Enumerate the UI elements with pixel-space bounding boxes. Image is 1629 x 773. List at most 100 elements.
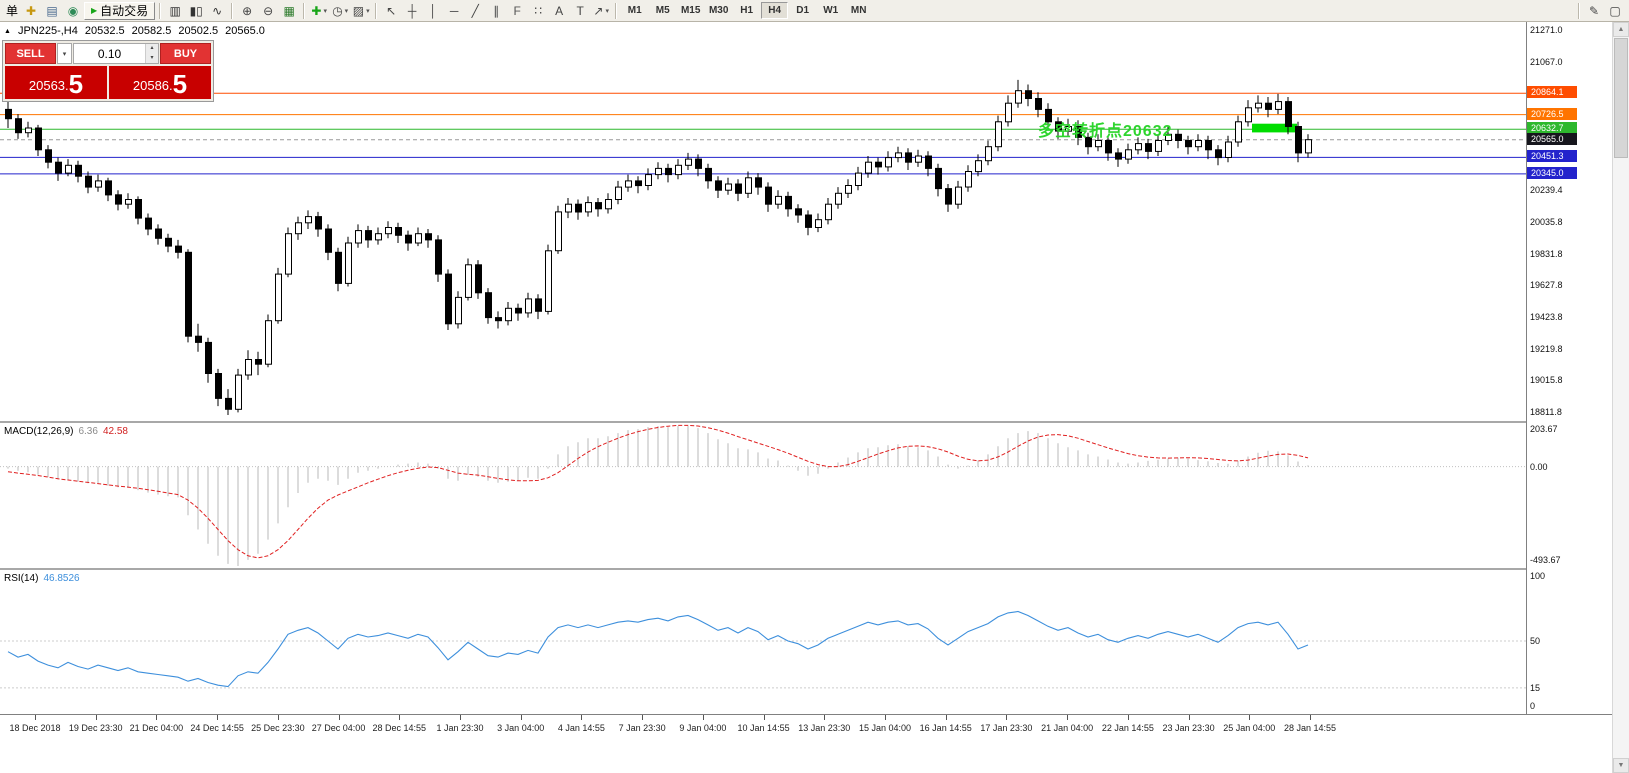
time-tick [581,715,583,720]
scroll-up-button[interactable]: ▲ [1613,22,1629,37]
time-tick-label: 21 Jan 04:00 [1041,723,1094,733]
new-order-icon[interactable]: ✚ [25,3,37,18]
vertical-line-icon[interactable]: │ [429,3,437,18]
bar-chart-icon[interactable]: ▥ [169,3,181,18]
axis-tick-label: 20035.8 [1530,217,1563,227]
chart-window: ▲ JPN225-,H4 20532.5 20582.5 20502.5 205… [0,22,1612,740]
time-tick-label: 9 Jan 04:00 [679,723,727,733]
periods-icon[interactable]: ◷ ▾ [332,3,349,18]
sell-button[interactable]: SELL [5,43,56,64]
time-tick-label: 28 Dec 14:55 [372,723,427,733]
rsi-value: 46.8526 [43,573,80,584]
shapes-icon[interactable]: ∷ [534,3,542,18]
chart-window-icon[interactable]: ▤ [46,3,58,18]
time-tick [1127,715,1129,720]
fibonacci-icon[interactable]: F [513,3,521,18]
vertical-scrollbar[interactable]: ▲ ▼ [1612,22,1629,773]
buy-price-big-digit: 5 [172,69,188,99]
volume-decrease-button[interactable]: ▾ [146,53,158,63]
one-click-trading-panel: SELL ▾ ▴ ▾ BUY 20563. 5 20586. 5 [2,40,214,102]
crosshair-icon[interactable]: ┼ [407,3,417,18]
timeframe-m15-button[interactable]: M15 [680,5,701,16]
axis-tick-label: 0.00 [1530,462,1548,472]
pencil-icon[interactable]: ✎ [1588,3,1600,18]
time-tick [702,715,704,720]
templates-icon[interactable]: ▨ ▾ [352,3,370,18]
time-tick [399,715,401,720]
scrollbar-thumb[interactable] [1614,38,1628,158]
timeframe-m30-button[interactable]: M30 [708,5,729,16]
buy-price-display[interactable]: 20586. 5 [109,66,211,99]
page-icon[interactable]: ▢ [1609,3,1621,18]
line-chart-icon[interactable]: ∿ [212,3,223,18]
time-tick [35,715,36,720]
panel-splitter[interactable] [0,421,1612,423]
candlestick-chart-icon[interactable]: ▮▯ [189,3,203,18]
trendline-icon[interactable]: ╱ [471,3,479,18]
timeframe-mn-button[interactable]: MN [850,5,867,16]
time-tick [1249,715,1251,720]
price-axis[interactable]: 21271.0 21067.0 20239.4 20035.8 19831.8 19627… [1526,22,1612,714]
time-tick-label: 24 Dec 14:55 [190,723,244,733]
indicators-icon[interactable]: ✚ ▾ [311,3,327,18]
ohlc-low: 20502.5 [178,25,219,37]
time-tick-label: 3 Jan 04:00 [497,723,545,733]
time-tick [277,715,279,720]
arrows-icon[interactable]: ↗ ▾ [593,3,609,18]
axis-tick-label: 20239.4 [1530,185,1563,195]
equidistant-channel-icon[interactable]: ∥ [493,3,500,18]
panel-splitter[interactable] [0,568,1612,570]
buy-button[interactable]: BUY [160,43,211,64]
zoom-in-icon[interactable]: ⊕ [242,3,253,18]
time-tick-label: 13 Jan 23:30 [798,723,851,733]
time-tick [460,715,461,720]
tile-windows-icon[interactable]: ▦ [283,3,295,18]
toolbar-separator [159,2,162,19]
timeframe-w1-button[interactable]: W1 [823,5,839,16]
chart-annotation-text: 多空转折点20632 [1038,123,1173,140]
globe-icon[interactable]: ◉ [67,3,79,18]
timeframe-m5-button[interactable]: M5 [655,5,670,16]
zoom-out-icon[interactable]: ⊖ [263,3,274,18]
text-label-icon[interactable]: T [576,3,584,18]
axis-tick-label: 19423.8 [1530,312,1563,322]
timeframe-d1-button[interactable]: D1 [796,5,810,16]
time-tick [885,715,886,720]
price-level-label: 20345.0 [1527,167,1577,179]
time-tick [1067,715,1069,720]
axis-tick-label: 203.67 [1530,424,1558,434]
chart-header: ▲ JPN225-,H4 20532.5 20582.5 20502.5 205… [4,25,265,37]
axis-tick-label: 0 [1530,701,1536,711]
axis-tick-label: 18811.8 [1530,407,1562,417]
volume-input[interactable] [74,44,145,63]
trade-options-dropdown[interactable]: ▾ [57,43,72,64]
autotrade-button[interactable]: ▶ 自动交易 [84,1,156,20]
axis-tick-label: 100 [1530,571,1546,581]
time-tick-label: 22 Jan 14:55 [1101,723,1154,733]
volume-increase-button[interactable]: ▴ [146,44,158,54]
volume-spinner: ▴ ▾ [145,44,158,63]
toolbar: 单 ✚ ▤ ◉ ▶ 自动交易 ▥ ▮▯ ∿ ⊕ ⊖ ▦ ✚ ▾ ◷ ▾ ▨ ▾ ↖ ┼ │ ─ ╱ ∥ F ∷ A T ↗ ▾ M1 M5 M1… [0,0,1629,22]
rsi-panel-surface[interactable] [0,570,1526,714]
horizontal-line-icon[interactable]: ─ [449,3,459,18]
timeframe-h4-button[interactable]: H4 [761,2,789,19]
main-chart-surface[interactable] [0,22,1526,421]
timeframe-h1-button[interactable]: H1 [740,5,754,16]
axis-tick-label: 19219.8 [1530,344,1563,354]
macd-panel-surface[interactable] [0,423,1526,568]
scroll-down-button[interactable]: ▼ [1613,758,1629,773]
price-level-label: 20632.7 [1527,122,1577,134]
text-icon[interactable]: A [555,3,564,18]
time-tick-label: 10 Jan 14:55 [737,723,790,733]
macd-value: 6.36 [78,426,98,437]
macd-indicator-label: MACD(12,26,9) 6.36 42.58 [4,426,128,437]
sell-price-display[interactable]: 20563. 5 [5,66,107,99]
axis-tick-label: 15 [1530,683,1541,693]
time-tick [1006,715,1008,720]
time-axis[interactable]: 18 Dec 2018 19 Dec 23:30 21 Dec 04:00 24 De… [0,714,1612,740]
time-tick [763,715,765,720]
cursor-icon[interactable]: ↖ [386,3,397,18]
timeframe-m1-button[interactable]: M1 [627,5,642,16]
time-tick-label: 4 Jan 14:55 [557,723,605,733]
time-tick [1188,715,1190,720]
